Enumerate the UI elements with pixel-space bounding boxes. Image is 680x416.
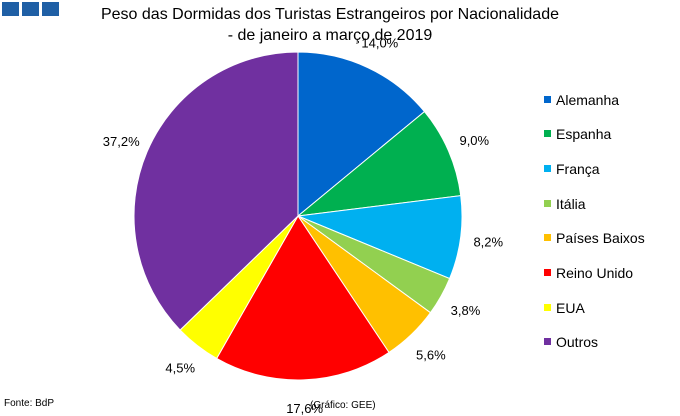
slice-label-6: 4,5% [165, 361, 195, 376]
logo-block [22, 2, 39, 16]
legend-swatch-3 [544, 200, 551, 207]
legend-swatch-6 [544, 304, 551, 311]
pie-slice-7 [133, 51, 299, 331]
logo-block [2, 2, 19, 16]
pie-slice-1 [296, 110, 462, 217]
legend-label-0: Alemanha [556, 92, 620, 108]
legend-swatch-2 [544, 165, 551, 172]
legend-label-3: Itália [556, 196, 586, 212]
slice-label-4: 5,6% [416, 348, 446, 363]
legend-label-4: Países Baixos [556, 230, 645, 246]
slice-label-1: 9,0% [459, 133, 489, 148]
legend-item-7: Outros [544, 334, 666, 350]
legend-label-1: Espanha [556, 126, 612, 142]
logo-block [42, 2, 59, 16]
pie-slice-0 [297, 51, 426, 218]
chart-title: Peso das Dormidas dos Turistas Estrangei… [100, 4, 560, 46]
legend-label-2: França [556, 161, 600, 177]
pie-slice-5 [215, 215, 390, 381]
legend-item-6: EUA [544, 300, 666, 316]
source-note: Fonte: BdP [4, 398, 55, 409]
legend-item-5: Reino Unido [544, 265, 666, 281]
slice-label-0: 14,0% [361, 35, 398, 50]
legend-swatch-0 [544, 96, 551, 103]
legend-item-0: Alemanha [544, 92, 666, 108]
gee-logo-icon [2, 2, 59, 16]
legend-item-1: Espanha [544, 126, 666, 142]
legend-item-4: Países Baixos [544, 230, 666, 246]
legend-swatch-1 [544, 130, 551, 137]
slice-label-3: 3,8% [451, 303, 481, 318]
chart-credit: (Gráfico: GEE) [310, 400, 376, 411]
chart-title-line2: - de janeiro a março de 2019 [227, 27, 433, 44]
slice-label-5: 17,6% [286, 401, 323, 416]
legend-label-5: Reino Unido [556, 265, 634, 281]
slice-label-7: 37,2% [103, 134, 140, 149]
legend-swatch-7 [544, 338, 551, 345]
legend-swatch-5 [544, 269, 551, 276]
chart-title-line1: Peso das Dormidas dos Turistas Estrangei… [100, 6, 559, 23]
legend-item-3: Itália [544, 196, 666, 212]
slice-label-2: 8,2% [473, 235, 503, 250]
legend-swatch-4 [544, 234, 551, 241]
legend-label-7: Outros [556, 334, 599, 350]
legend-item-2: França [544, 161, 666, 177]
legend-label-6: EUA [556, 300, 585, 316]
